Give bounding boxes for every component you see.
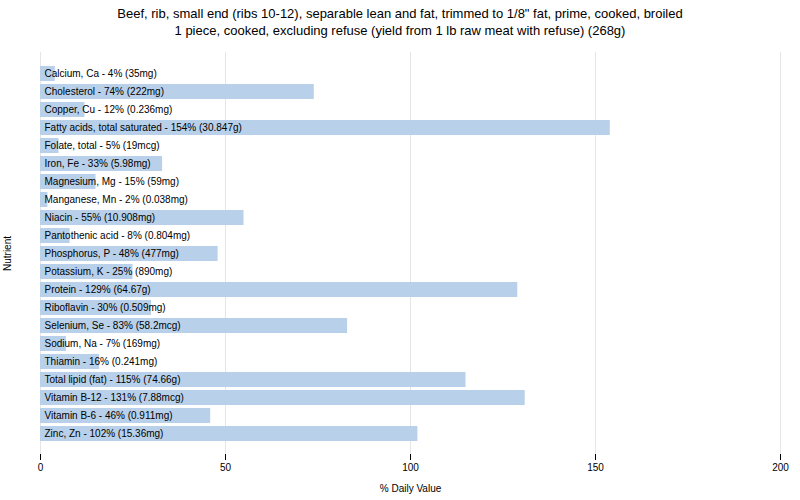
svg-text:Nutrient: Nutrient bbox=[2, 236, 13, 271]
svg-text:% Daily Value: % Daily Value bbox=[380, 482, 442, 493]
svg-text:Potassium, K - 25% (890mg): Potassium, K - 25% (890mg) bbox=[45, 266, 173, 277]
svg-text:Total lipid (fat) - 115% (74.6: Total lipid (fat) - 115% (74.66g) bbox=[45, 374, 181, 385]
svg-text:Copper, Cu - 12% (0.236mg): Copper, Cu - 12% (0.236mg) bbox=[45, 104, 173, 115]
html-text:Beef, rib, small end (ribs 10-: Beef, rib, small end (ribs 10-12), separ… bbox=[117, 6, 683, 38]
svg-text:0: 0 bbox=[38, 461, 44, 472]
svg-text:Magnesium, Mg - 15% (59mg): Magnesium, Mg - 15% (59mg) bbox=[45, 176, 180, 187]
svg-text:Niacin - 55% (10.908mg): Niacin - 55% (10.908mg) bbox=[45, 212, 156, 223]
svg-text:Cholesterol - 74% (222mg): Cholesterol - 74% (222mg) bbox=[45, 86, 165, 97]
svg-text:Vitamin B-12 - 131% (7.88mcg): Vitamin B-12 - 131% (7.88mcg) bbox=[45, 392, 184, 403]
svg-text:200: 200 bbox=[772, 461, 789, 472]
svg-text:Protein - 129% (64.67g): Protein - 129% (64.67g) bbox=[45, 284, 151, 295]
svg-text:100: 100 bbox=[402, 461, 419, 472]
svg-text:Pantothenic acid - 8% (0.804mg: Pantothenic acid - 8% (0.804mg) bbox=[45, 230, 191, 241]
svg-text:Folate, total - 5% (19mcg): Folate, total - 5% (19mcg) bbox=[45, 140, 160, 151]
svg-text:Riboflavin - 30% (0.509mg): Riboflavin - 30% (0.509mg) bbox=[45, 302, 166, 313]
svg-text:Selenium, Se - 83% (58.2mcg): Selenium, Se - 83% (58.2mcg) bbox=[45, 320, 181, 331]
svg-text:Vitamin B-6 - 46% (0.911mg): Vitamin B-6 - 46% (0.911mg) bbox=[45, 410, 173, 421]
svg-text:150: 150 bbox=[587, 461, 604, 472]
svg-text:Zinc, Zn - 102% (15.36mg): Zinc, Zn - 102% (15.36mg) bbox=[45, 428, 164, 439]
svg-text:Fatty acids, total saturated -: Fatty acids, total saturated - 154% (30.… bbox=[45, 122, 242, 133]
svg-text:Phosphorus, P - 48% (477mg): Phosphorus, P - 48% (477mg) bbox=[45, 248, 179, 259]
svg-text:Thiamin - 16% (0.241mg): Thiamin - 16% (0.241mg) bbox=[45, 356, 158, 367]
svg-text:Iron, Fe - 33% (5.98mg): Iron, Fe - 33% (5.98mg) bbox=[45, 158, 151, 169]
svg-text:Manganese, Mn - 2% (0.038mg): Manganese, Mn - 2% (0.038mg) bbox=[45, 194, 188, 205]
svg-text:50: 50 bbox=[220, 461, 232, 472]
svg-text:Calcium, Ca - 4% (35mg): Calcium, Ca - 4% (35mg) bbox=[45, 68, 157, 79]
svg-text:Sodium, Na - 7% (169mg): Sodium, Na - 7% (169mg) bbox=[45, 338, 161, 349]
